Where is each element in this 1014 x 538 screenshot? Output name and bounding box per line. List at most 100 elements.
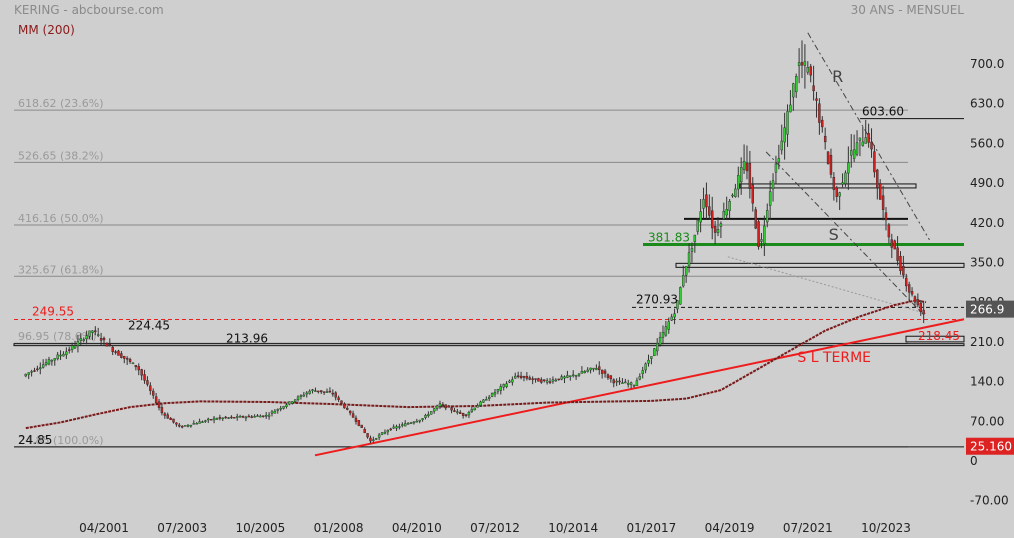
y-tick-label: -70.00 — [970, 494, 1009, 508]
candle-body — [766, 210, 769, 223]
candle-body — [548, 381, 552, 383]
candle-body — [183, 425, 187, 427]
candle-body — [797, 62, 801, 66]
candle-body — [325, 391, 329, 393]
candle-body — [870, 141, 873, 150]
candle-body — [438, 403, 442, 407]
candle-body — [79, 338, 83, 341]
candle-body — [334, 392, 337, 398]
candle-body — [699, 211, 702, 223]
candle-body — [311, 389, 314, 391]
candle-body — [68, 349, 71, 351]
candle-body — [812, 85, 815, 92]
candle-body — [27, 372, 30, 375]
candle-body — [658, 336, 662, 346]
candle-body — [696, 219, 699, 232]
price-badge — [966, 437, 1014, 455]
chart-annotation: R — [832, 67, 843, 86]
candle-body — [835, 187, 838, 197]
candle-body — [687, 252, 691, 267]
candle-body — [664, 326, 668, 336]
candle-body — [919, 303, 922, 313]
candle-body — [916, 299, 920, 306]
candle-body — [441, 404, 445, 406]
price-label: 249.55 — [32, 304, 74, 318]
candle-body — [690, 248, 694, 252]
candle-body — [844, 172, 847, 185]
candle-body — [406, 423, 410, 425]
candle-body — [412, 421, 416, 424]
candle-body — [221, 417, 224, 420]
candle-body — [809, 66, 812, 76]
x-tick-label: 04/2019 — [705, 521, 755, 535]
candle-body — [768, 191, 772, 206]
candle-body — [114, 351, 117, 353]
candle-body — [264, 415, 268, 417]
candle-body — [348, 410, 352, 414]
candle-body — [864, 137, 867, 144]
candle-body — [855, 142, 859, 155]
candle-body — [676, 300, 679, 310]
y-tick-label: 350.0 — [970, 256, 1004, 270]
candle-body — [160, 407, 164, 414]
candle-body — [893, 240, 896, 250]
candle-body — [395, 426, 398, 429]
candle-body — [603, 370, 607, 374]
candle-body — [198, 421, 201, 424]
candle-body — [262, 415, 265, 417]
candle-body — [795, 76, 798, 93]
candle-body — [627, 383, 630, 385]
candle-body — [270, 411, 274, 414]
candle-body — [201, 421, 204, 423]
candle-body — [780, 140, 783, 151]
candle-body — [907, 284, 911, 293]
price-label: 270.93 — [636, 292, 678, 306]
candle-body — [577, 373, 581, 376]
fib-level-label: 325.67 (61.8%) — [18, 263, 104, 276]
candle-body — [409, 422, 413, 424]
candle-body — [571, 374, 575, 377]
candle-body — [913, 296, 917, 303]
candle-body — [444, 404, 447, 409]
price-badge — [966, 300, 1014, 318]
candle-body — [745, 162, 749, 172]
candle-body — [212, 417, 216, 421]
candle-body — [771, 180, 775, 190]
candle-body — [852, 149, 856, 159]
candle-body — [786, 111, 789, 135]
candle-body — [282, 406, 285, 409]
candle-body — [667, 321, 670, 330]
candle-body — [557, 378, 560, 381]
candle-body — [490, 392, 494, 397]
candle-body — [209, 419, 213, 421]
candle-body — [102, 337, 106, 341]
candle-body — [149, 385, 152, 391]
price-label: 224.45 — [128, 319, 170, 333]
candle-body — [41, 364, 45, 368]
candle-body — [73, 345, 77, 349]
candle-body — [600, 369, 604, 374]
candle-body — [496, 389, 500, 392]
candle-body — [728, 201, 731, 211]
candle-body — [566, 375, 569, 378]
candle-body — [192, 423, 195, 425]
candle-body — [673, 313, 676, 318]
moving-average-line — [25, 299, 927, 430]
candle-body — [380, 432, 384, 435]
candle-body — [540, 379, 543, 383]
candle-body — [386, 430, 390, 433]
candle-body — [256, 415, 259, 417]
candle-body — [493, 391, 497, 395]
candle-body — [684, 266, 688, 276]
support-zone-box — [13, 343, 965, 347]
candle-body — [207, 418, 210, 421]
candle-body — [215, 418, 219, 420]
candle-body — [485, 399, 488, 401]
candle-body — [792, 83, 795, 98]
candle-body — [241, 416, 245, 418]
candle-body — [713, 225, 717, 233]
candle-body — [832, 177, 836, 190]
level-350-box — [675, 262, 965, 268]
candle-body — [430, 411, 433, 415]
